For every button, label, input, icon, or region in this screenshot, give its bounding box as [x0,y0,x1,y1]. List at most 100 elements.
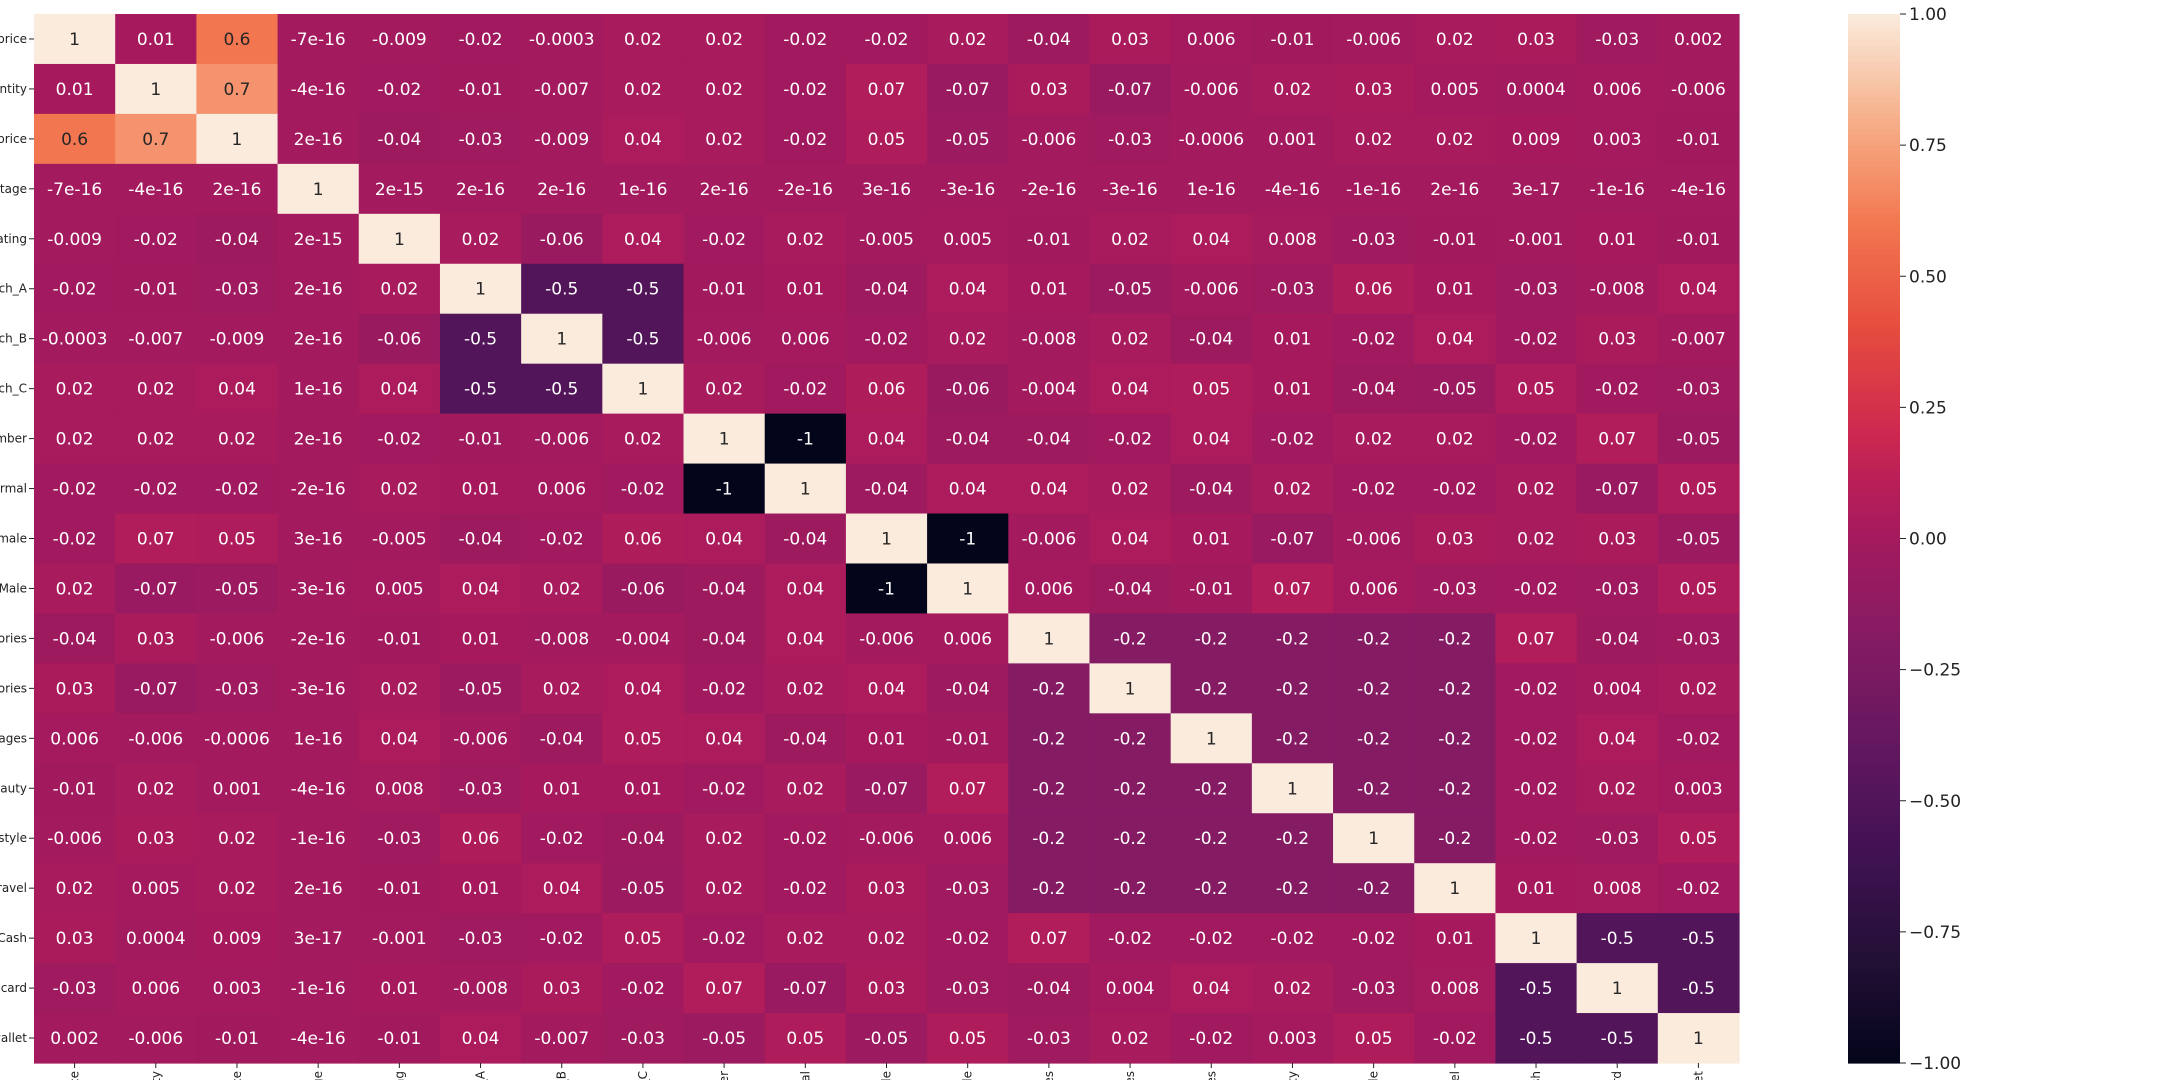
heatmap-cell [1333,713,1415,764]
heatmap-cell [1576,663,1659,714]
cell-value-label: -3e-16 [940,180,995,200]
cell-value-label: 0.02 [137,779,175,799]
cell-value-label: -0.06 [621,579,665,599]
colorbar-segment [1848,879,1900,886]
colorbar-segment [1848,129,1900,136]
heatmap-cell [1414,213,1497,265]
heatmap-cell [115,563,197,615]
cell-value-label: -0.03 [946,979,990,999]
heatmap-cell [34,563,116,615]
colorbar-segment [1848,711,1900,718]
cell-value-label: -0.5 [626,280,659,300]
heatmap-cell [1089,563,1172,615]
cell-value-label: 0.005 [131,879,180,899]
colorbar-segment [1848,743,1900,749]
cell-value-label: -0.004 [1021,380,1076,400]
colorbar-segment [1848,496,1900,503]
cell-value-label: 3e-17 [294,929,343,949]
heatmap-cell [1495,813,1578,864]
heatmap-cell [927,763,1009,814]
cell-value-label: 0.02 [1436,30,1474,50]
heatmap-cell [439,563,522,615]
colorbar-segment [1848,847,1900,854]
heatmap-cell [764,863,847,914]
cell-value-label: 0.06 [868,380,906,400]
cell-value-label: -0.006 [128,729,183,749]
heatmap-cell [927,863,1009,914]
heatmap-cell [521,413,603,465]
cell-value-label: 0.005 [1430,80,1479,100]
cell-value-label: -3e-16 [1102,180,1157,200]
colorbar-segment [1848,470,1900,477]
cell-value-label: -0.005 [859,230,914,250]
heatmap-cell [1333,613,1415,664]
colorbar-segment [1848,55,1900,62]
cell-value-label: 0.6 [61,130,88,150]
cell-value-label: 1 [394,230,405,250]
colorbar-segment [1848,585,1900,592]
heatmap-cell [34,14,116,65]
colorbar-segment [1848,769,1900,776]
cell-value-label: 0.05 [218,530,256,550]
column-label: ages [1204,1071,1218,1080]
cell-value-label: 0.04 [462,579,500,599]
heatmap-cell [196,913,279,964]
heatmap-cell [927,163,1009,215]
heatmap-cell [358,63,441,115]
colorbar-segment [1848,826,1900,833]
cell-value-label: 0.02 [1436,430,1474,450]
colorbar-segment [1848,1015,1900,1022]
cell-value-label: -3e-16 [291,579,346,599]
cell-value-label: 0.04 [949,280,987,300]
heatmap-cell [1008,613,1091,664]
cell-value-label: -0.07 [134,679,178,699]
heatmap-cell [277,563,360,615]
colorbar-segment [1848,1047,1900,1054]
colorbar-segment [1848,669,1900,676]
heatmap-cell [358,613,441,664]
cell-value-label: -0.05 [1676,530,1720,550]
cell-value-label: -4e-16 [291,80,346,100]
cell-value-label: 0.02 [218,829,256,849]
cell-value-label: -0.006 [534,430,589,450]
cell-value-label: 0.006 [50,729,99,749]
heatmap-cell [1170,313,1253,365]
colorbar-segment [1848,139,1900,146]
cell-value-label: 2e-16 [294,130,343,150]
heatmap-cell [439,763,522,814]
cell-value-label: -0.01 [377,629,421,649]
heatmap-cell [845,963,928,1014]
heatmap-cell [1495,563,1578,615]
heatmap-cell [196,663,279,714]
cell-value-label: -0.02 [1514,430,1558,450]
cell-value-label: -0.0006 [1178,130,1244,150]
heatmap-cell [602,663,685,714]
heatmap-cell [358,413,441,465]
cell-value-label: 1 [962,579,973,599]
cell-value-label: 0.01 [462,480,500,500]
cell-value-label: -0.2 [1438,629,1471,649]
cell-value-label: -0.006 [1021,130,1076,150]
heatmap-cell [845,563,928,615]
heatmap-cell [1008,713,1091,764]
cell-value-label: -0.04 [702,579,746,599]
heatmap-cell [521,513,603,565]
heatmap-cell [1576,713,1659,764]
cell-value-label: 0.02 [1517,480,1555,500]
row-labels: _priceantity_pricentageratingnch_Anch_Bn… [0,32,34,1045]
cell-value-label: -0.2 [1032,879,1065,899]
heatmap-cell [1008,63,1091,115]
cell-value-label: 1 [1206,729,1217,749]
cell-value-label: -0.02 [1595,380,1639,400]
cell-value-label: 0.07 [1517,629,1555,649]
heatmap-cell [764,713,847,764]
cell-value-label: 0.04 [1192,430,1230,450]
heatmap-cell [521,913,603,964]
colorbar-segment [1848,29,1900,36]
heatmap-cell [683,363,766,415]
heatmap-cell [196,963,279,1014]
cell-value-label: 0.005 [375,579,424,599]
colorbar-segment [1848,45,1900,52]
cell-value-label: 0.04 [1192,230,1230,250]
